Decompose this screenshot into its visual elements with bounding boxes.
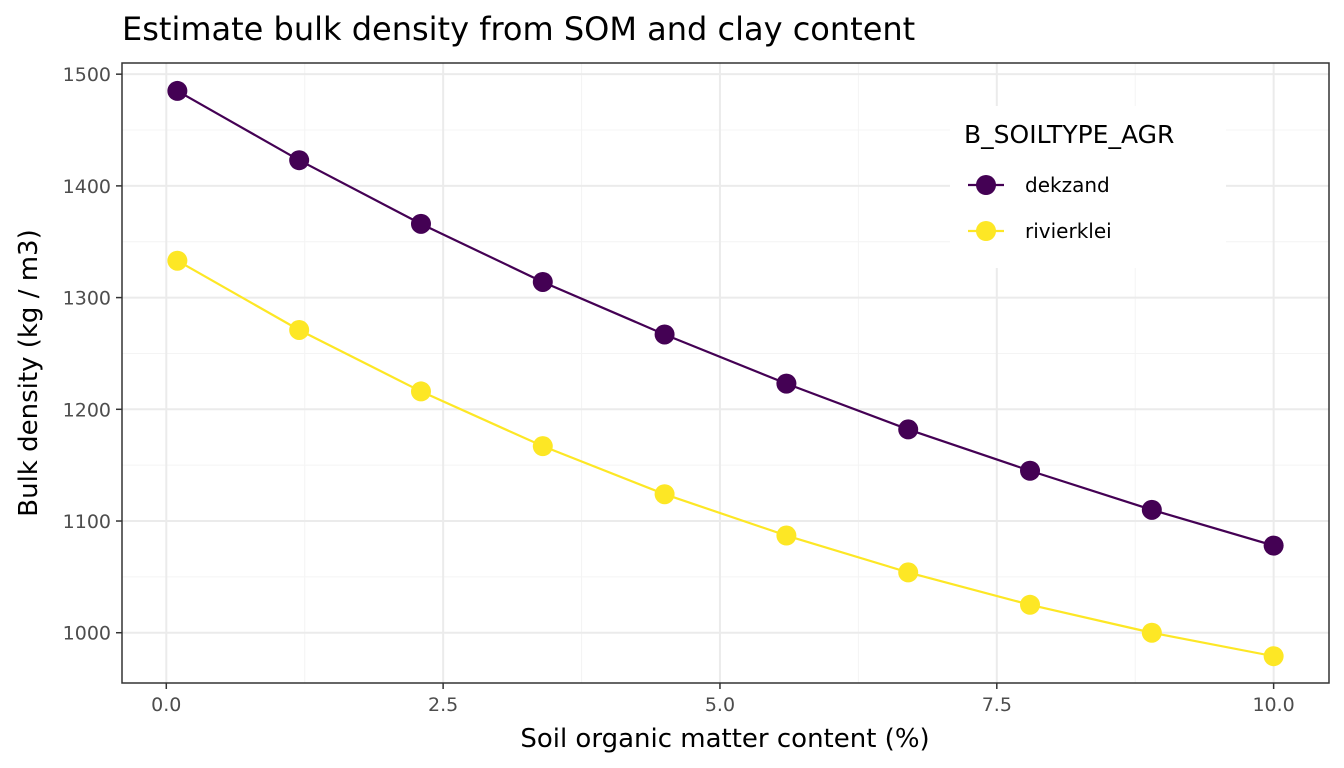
legend-label: rivierklei [1025,219,1112,243]
x-tick-label: 2.5 [428,694,458,716]
data-point-dekzand [1020,460,1041,481]
x-tick-label: 5.0 [705,694,735,716]
y-tick-label: 1200 [63,399,111,421]
data-point-dekzand [654,324,675,345]
chart-title: Estimate bulk density from SOM and clay … [122,10,915,48]
axes: 0.0 2.5 5.0 7.5 10.0 1000 1100 1200 1300 1400 1500 [63,64,1295,716]
y-tick-label: 1500 [63,64,111,86]
data-point-dekzand [776,373,797,394]
series-rivierklei [167,250,1284,667]
data-point-dekzand [898,419,919,440]
y-tick-label: 1100 [63,511,111,533]
data-point-dekzand [532,271,553,292]
data-point-dekzand [1141,499,1162,520]
series-dekzand [167,80,1284,556]
data-point-dekzand [410,213,431,234]
series-layer [167,80,1284,667]
data-point-rivierklei [289,319,310,340]
legend: B_SOILTYPE_AGR dekzand rivierklei [950,106,1226,268]
series-line-dekzand [176,89,1274,547]
data-point-rivierklei [410,381,431,402]
legend-item-rivierklei: rivierklei [968,219,1112,243]
legend-label: dekzand [1025,173,1110,197]
legend-title: B_SOILTYPE_AGR [964,120,1174,149]
data-point-rivierklei [898,562,919,583]
legend-key-point [976,221,996,241]
data-point-dekzand [167,80,188,101]
y-tick-label: 1000 [63,623,111,645]
series-line-rivierklei [176,259,1274,658]
data-point-rivierklei [532,436,553,457]
x-axis-title: Soil organic matter content (%) [520,724,929,754]
data-point-rivierklei [167,250,188,271]
y-axis-title: Bulk density (kg / m3) [14,229,44,516]
data-point-dekzand [289,150,310,171]
legend-background [950,106,1226,268]
data-point-dekzand [1263,535,1284,556]
legend-key-point [976,175,996,195]
data-point-rivierklei [776,525,797,546]
data-point-rivierklei [1141,622,1162,643]
legend-item-dekzand: dekzand [968,173,1110,197]
data-point-rivierklei [654,484,675,505]
x-tick-label: 7.5 [982,694,1012,716]
y-tick-label: 1400 [63,176,111,198]
x-tick-label: 0.0 [151,694,181,716]
data-point-rivierklei [1263,646,1284,667]
data-point-rivierklei [1020,594,1041,615]
x-tick-label: 10.0 [1252,694,1294,716]
y-tick-label: 1300 [63,288,111,310]
plot-panel-border [121,62,1330,684]
